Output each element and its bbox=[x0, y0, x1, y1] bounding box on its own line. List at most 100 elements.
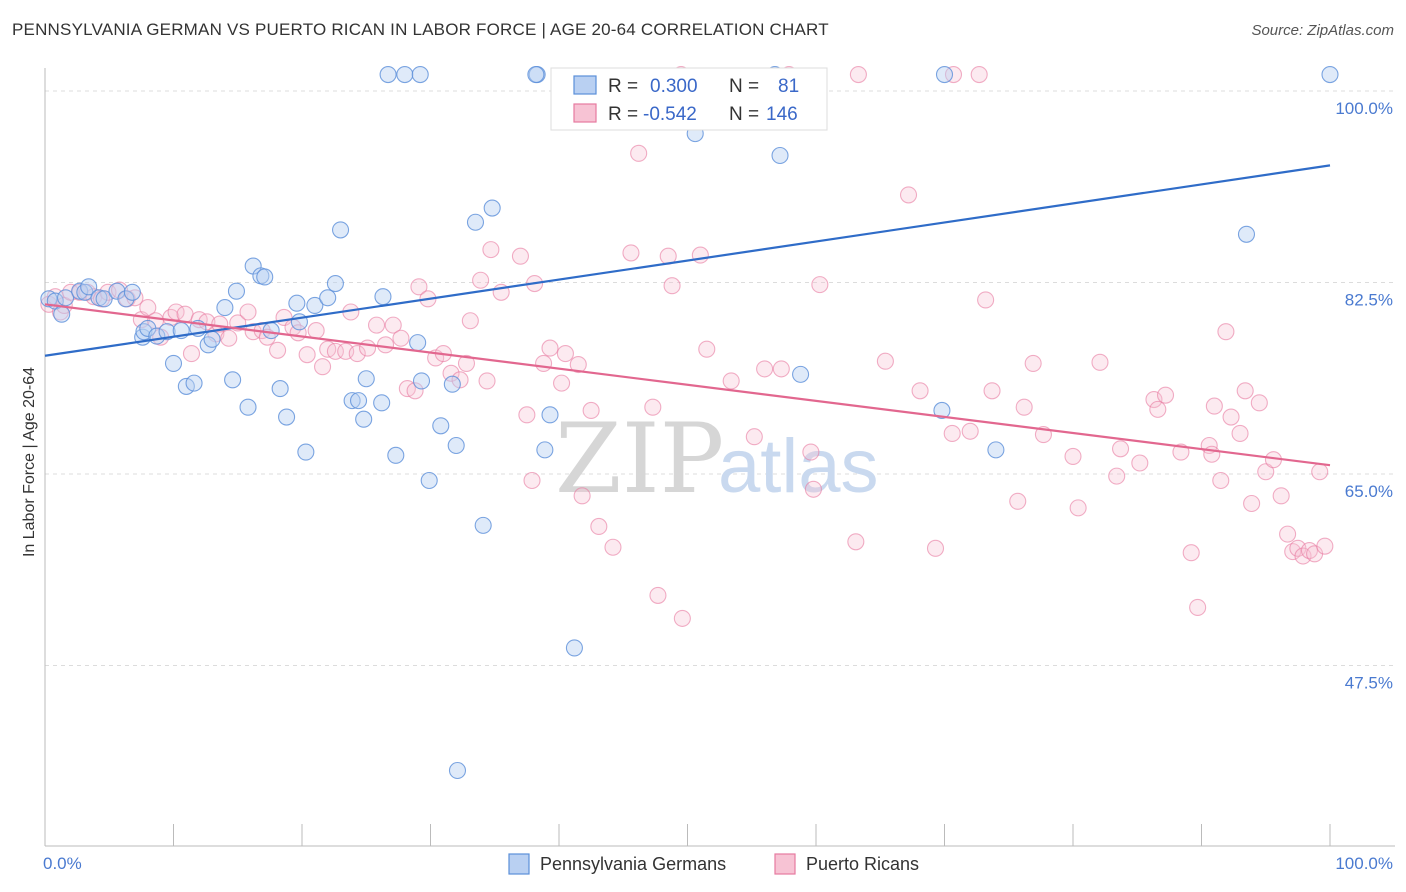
data-point-pennsylvania-germans bbox=[278, 408, 296, 426]
y-tick-label: 100.0% bbox=[1335, 99, 1393, 118]
data-point-puerto-ricans bbox=[1212, 471, 1230, 490]
data-point-puerto-ricans bbox=[1300, 541, 1318, 560]
data-point-puerto-ricans bbox=[298, 346, 316, 364]
legend-n-label-2: N = bbox=[729, 104, 759, 125]
data-point-puerto-ricans bbox=[348, 345, 366, 363]
data-point-puerto-ricans bbox=[943, 424, 961, 443]
data-point-puerto-ricans bbox=[1015, 398, 1033, 416]
data-point-puerto-ricans bbox=[367, 316, 386, 334]
data-point-puerto-ricans bbox=[406, 382, 424, 400]
data-point-puerto-ricans bbox=[1222, 408, 1240, 426]
data-point-pennsylvania-germans bbox=[565, 639, 583, 657]
data-point-puerto-ricans bbox=[876, 352, 894, 370]
data-point-puerto-ricans bbox=[1311, 463, 1329, 481]
data-point-puerto-ricans bbox=[1149, 400, 1167, 418]
data-point-puerto-ricans bbox=[541, 339, 559, 357]
data-point-pennsylvania-germans bbox=[256, 268, 274, 286]
data-point-puerto-ricans bbox=[1024, 354, 1042, 372]
data-point-puerto-ricans bbox=[518, 406, 536, 424]
legend-n-value-1: 81 bbox=[778, 76, 799, 97]
legend-n-value-2: 146 bbox=[766, 104, 798, 125]
data-point-puerto-ricans bbox=[630, 144, 648, 162]
data-point-puerto-ricans bbox=[482, 241, 500, 259]
watermark-atlas: atlas bbox=[718, 424, 879, 509]
data-point-puerto-ricans bbox=[582, 401, 600, 420]
data-point-pennsylvania-germans bbox=[288, 294, 306, 312]
data-point-pennsylvania-germans bbox=[158, 323, 176, 341]
data-point-puerto-ricans bbox=[472, 271, 490, 289]
data-point-puerto-ricans bbox=[1189, 598, 1207, 616]
data-point-pennsylvania-germans bbox=[224, 371, 242, 389]
data-point-puerto-ricans bbox=[1069, 499, 1087, 517]
data-point-puerto-ricans bbox=[649, 586, 667, 604]
data-point-puerto-ricans bbox=[556, 345, 574, 363]
data-point-puerto-ricans bbox=[811, 276, 829, 294]
data-point-puerto-ricans bbox=[1316, 537, 1334, 555]
legend-r-value-2: -0.542 bbox=[643, 104, 697, 125]
data-point-puerto-ricans bbox=[804, 480, 822, 498]
data-point-pennsylvania-germans bbox=[203, 330, 221, 348]
data-point-puerto-ricans bbox=[1217, 323, 1235, 341]
data-point-puerto-ricans bbox=[802, 443, 820, 461]
data-point-pennsylvania-germans bbox=[387, 446, 405, 464]
data-point-pennsylvania-germans bbox=[216, 299, 234, 317]
data-point-puerto-ricans bbox=[139, 299, 157, 317]
data-point-puerto-ricans bbox=[523, 471, 541, 490]
legend: R = 0.300 N = 81 R = -0.542 N = 146 bbox=[550, 67, 828, 131]
data-point-pennsylvania-germans bbox=[536, 441, 554, 459]
data-point-pennsylvania-germans bbox=[227, 282, 246, 300]
data-point-puerto-ricans bbox=[1182, 544, 1200, 562]
data-point-puerto-ricans bbox=[1257, 463, 1275, 481]
data-point-pennsylvania-germans bbox=[357, 370, 375, 388]
series-pennsylvania-germans bbox=[40, 65, 1339, 780]
legend-n-label-1: N = bbox=[729, 76, 759, 97]
data-point-puerto-ricans bbox=[772, 360, 790, 378]
data-point-puerto-ricans bbox=[1156, 386, 1175, 404]
data-point-pennsylvania-germans bbox=[466, 213, 485, 231]
data-point-pennsylvania-germans bbox=[1321, 65, 1339, 84]
data-point-puerto-ricans bbox=[849, 65, 867, 84]
data-point-pennsylvania-germans bbox=[117, 290, 135, 308]
data-point-puerto-ricans bbox=[644, 398, 662, 416]
data-point-pennsylvania-germans bbox=[271, 380, 289, 398]
data-point-pennsylvania-germans bbox=[331, 221, 350, 239]
data-point-pennsylvania-germans bbox=[411, 65, 429, 84]
data-point-pennsylvania-germans bbox=[474, 516, 492, 534]
legend-r-label-2: R = bbox=[608, 104, 638, 125]
data-point-pennsylvania-germans bbox=[71, 282, 89, 300]
data-point-puerto-ricans bbox=[1108, 467, 1126, 485]
data-point-pennsylvania-germans bbox=[95, 290, 113, 308]
data-point-puerto-ricans bbox=[983, 382, 1001, 400]
data-point-pennsylvania-germans bbox=[164, 354, 183, 372]
data-point-puerto-ricans bbox=[604, 538, 622, 556]
bottom-legend-swatch-blue bbox=[508, 853, 530, 875]
data-point-puerto-ricans bbox=[1272, 487, 1290, 505]
data-point-pennsylvania-germans bbox=[343, 392, 361, 410]
data-point-pennsylvania-germans bbox=[355, 410, 373, 428]
y-tick-label: 47.5% bbox=[1345, 673, 1393, 692]
data-point-pennsylvania-germans bbox=[1237, 225, 1256, 243]
data-point-puerto-ricans bbox=[673, 609, 691, 627]
data-point-pennsylvania-germans bbox=[379, 65, 397, 84]
data-point-puerto-ricans bbox=[722, 372, 740, 390]
data-point-puerto-ricans bbox=[1091, 353, 1109, 371]
data-point-pennsylvania-germans bbox=[57, 289, 75, 307]
data-point-puerto-ricans bbox=[392, 329, 410, 347]
data-point-pennsylvania-germans bbox=[123, 283, 141, 301]
data-point-puerto-ricans bbox=[1243, 494, 1261, 513]
data-point-pennsylvania-germans bbox=[90, 289, 108, 307]
y-tick-labels: 100.0% 82.5% 65.0% 47.5% bbox=[1335, 99, 1393, 693]
y-axis-title: In Labor Force | Age 20-64 bbox=[21, 367, 38, 557]
data-point-puerto-ricans bbox=[1284, 543, 1302, 561]
data-point-pennsylvania-germans bbox=[527, 65, 545, 84]
data-point-puerto-ricans bbox=[1205, 397, 1223, 415]
data-point-puerto-ricans bbox=[535, 354, 553, 372]
legend-r-value-1: 0.300 bbox=[650, 76, 698, 97]
data-point-puerto-ricans bbox=[899, 186, 918, 204]
data-point-pennsylvania-germans bbox=[792, 365, 810, 383]
bottom-legend: Pennsylvania Germans Puerto Ricans bbox=[508, 853, 919, 875]
data-point-puerto-ricans bbox=[698, 340, 716, 358]
data-point-pennsylvania-germans bbox=[409, 334, 427, 352]
trend-line-pennsylvania-germans bbox=[44, 164, 1331, 357]
